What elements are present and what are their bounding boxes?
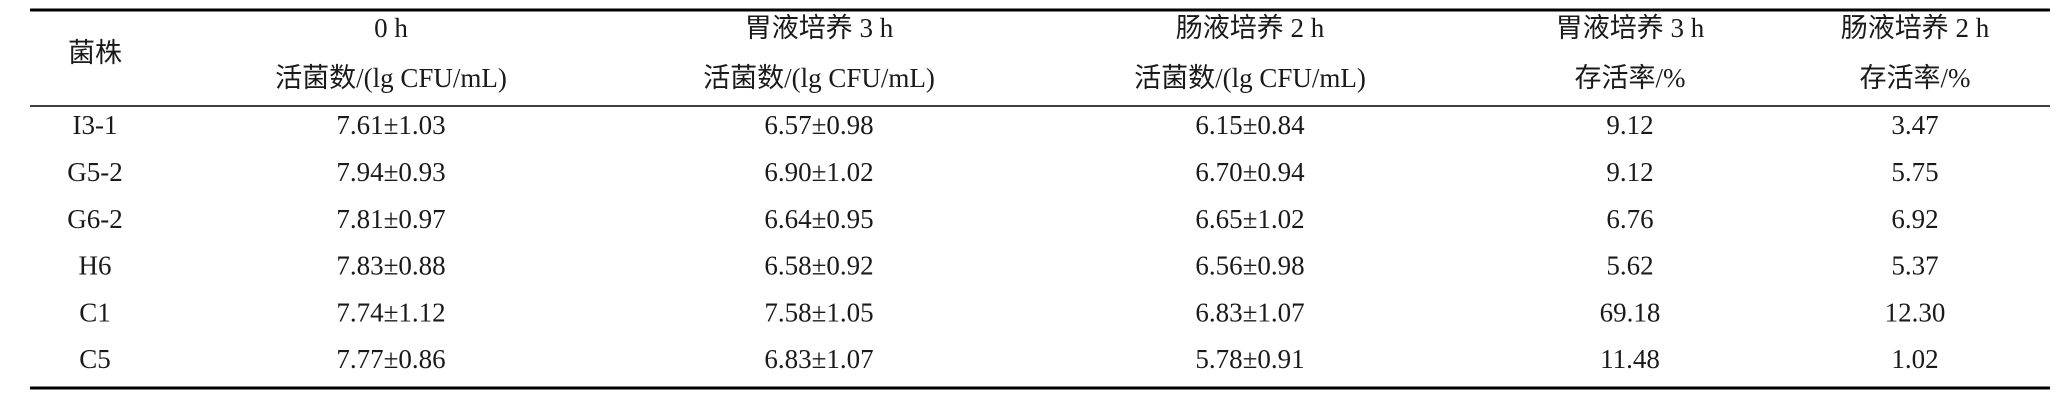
value-cell: 7.61±1.03 — [336, 110, 445, 140]
value-cell: 9.12 — [1606, 157, 1653, 187]
header-cell: 胃液培养 3 h — [1556, 13, 1705, 43]
value-cell: 6.83±1.07 — [764, 344, 873, 374]
strain-cell: C1 — [79, 297, 111, 327]
value-cell: 9.12 — [1606, 110, 1653, 140]
strain-cell: H6 — [79, 251, 112, 281]
value-cell: 6.56±0.98 — [1195, 251, 1304, 281]
header-cell: 活菌数/(lg CFU/mL) — [275, 63, 507, 93]
value-cell: 7.83±0.88 — [336, 251, 445, 281]
value-cell: 6.90±1.02 — [764, 157, 873, 187]
value-cell: 6.70±0.94 — [1195, 157, 1305, 187]
value-cell: 1.02 — [1891, 344, 1938, 374]
value-cell: 6.57±0.98 — [764, 110, 873, 140]
value-cell: 7.74±1.12 — [336, 297, 445, 327]
header-cell: 0 h — [374, 13, 408, 43]
value-cell: 6.15±0.84 — [1195, 110, 1305, 140]
value-cell: 6.64±0.95 — [764, 204, 873, 234]
value-cell: 3.47 — [1891, 110, 1938, 140]
value-cell: 6.76 — [1606, 204, 1653, 234]
strain-cell: C5 — [79, 344, 111, 374]
header-cell: 菌株 — [68, 38, 122, 68]
value-cell: 12.30 — [1885, 297, 1946, 327]
header-cell: 存活率/% — [1575, 63, 1686, 93]
value-cell: 7.77±0.86 — [336, 344, 445, 374]
strain-cell: G5-2 — [67, 157, 123, 187]
value-cell: 5.37 — [1891, 251, 1938, 281]
value-cell: 6.58±0.92 — [764, 251, 873, 281]
value-cell: 6.83±1.07 — [1195, 297, 1304, 327]
value-cell: 5.62 — [1606, 251, 1653, 281]
strain-cell: I3-1 — [73, 110, 118, 140]
value-cell: 5.75 — [1891, 157, 1938, 187]
value-cell: 7.58±1.05 — [764, 297, 873, 327]
value-cell: 6.92 — [1891, 204, 1938, 234]
value-cell: 7.94±0.93 — [336, 157, 445, 187]
value-cell: 5.78±0.91 — [1195, 344, 1304, 374]
header-cell: 活菌数/(lg CFU/mL) — [1134, 63, 1366, 93]
value-cell: 69.18 — [1600, 297, 1661, 327]
header-cell: 肠液培养 2 h — [1176, 13, 1325, 43]
value-cell: 7.81±0.97 — [336, 204, 445, 234]
header-cell: 胃液培养 3 h — [745, 13, 894, 43]
header-cell: 活菌数/(lg CFU/mL) — [703, 63, 935, 93]
strain-cell: G6-2 — [67, 204, 123, 234]
header-cell: 存活率/% — [1860, 63, 1971, 93]
value-cell: 6.65±1.02 — [1195, 204, 1304, 234]
value-cell: 11.48 — [1600, 344, 1660, 374]
header-cell: 肠液培养 2 h — [1841, 13, 1990, 43]
